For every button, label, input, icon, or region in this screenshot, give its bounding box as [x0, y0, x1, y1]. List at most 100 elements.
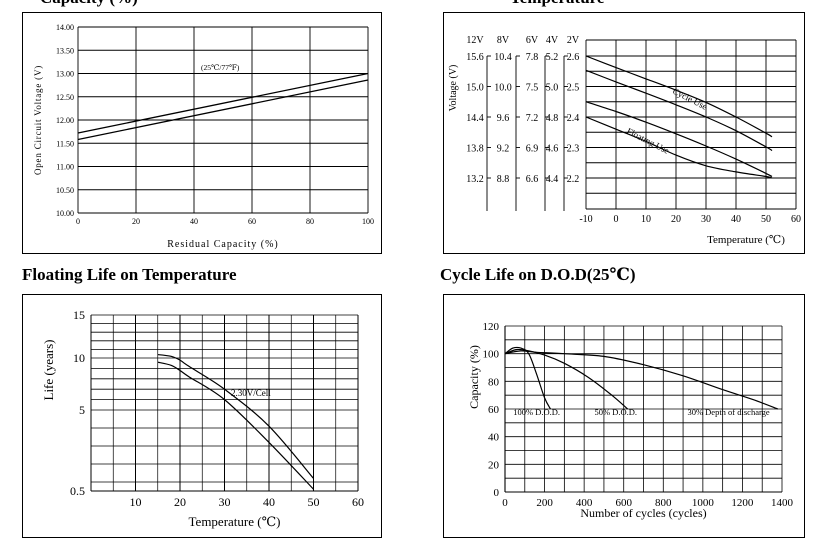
voltage-tick-label: 2.2	[567, 174, 580, 185]
cycle-life-series-line	[504, 346, 552, 410]
temperature-annotation: (25℃/77℉)	[201, 63, 240, 72]
x-tick-label: 400	[576, 497, 593, 509]
cycle-life-series-line	[504, 350, 779, 410]
y-axis-label: Voltage (V)	[448, 65, 459, 112]
floating-life-chart: 10 20 30 40 50 60 15 10 5 0.5 Temperature (℃) Life …	[41, 308, 364, 529]
x-tick-label: 20	[671, 214, 681, 225]
x-axis-label: Temperature (℃)	[707, 234, 785, 246]
chart-heading-voltage-temp: Temperature	[510, 0, 604, 8]
x-tick-label: 20	[132, 217, 140, 226]
ocv-series-line	[77, 72, 369, 134]
dod-30-label: 30% Depth of discharge	[687, 407, 769, 417]
voltage-temperature-chart: -10 0 10 20 30 40 50 60 Temperature (℃) Voltage (…	[448, 35, 801, 246]
x-tick-label: 50	[761, 214, 771, 225]
x-tick-label: 50	[308, 495, 320, 509]
x-tick-label: 1200	[731, 497, 754, 509]
y-tick-label: 11.00	[56, 163, 74, 172]
y-tick-label: 100	[483, 349, 500, 361]
y-tick-label: 10.50	[56, 186, 74, 195]
y-tick-label: 120	[483, 321, 500, 333]
voltage-series-line	[585, 69, 773, 152]
x-tick-label: -10	[579, 214, 592, 225]
chart-heading-floating-life: Floating Life on Temperature	[22, 265, 237, 284]
voltage-tick-label: 2.4	[567, 113, 580, 124]
y-tick-label: 20	[488, 459, 500, 471]
voltage-tick-label: 13.8	[466, 144, 484, 155]
floating-use-label: Floating Use	[625, 126, 671, 156]
y-axis-label: Life (years)	[41, 340, 56, 401]
dod-100-label: 100% D.O.D.	[513, 407, 560, 417]
voltage-tick-label: 15.6	[466, 52, 484, 63]
x-tick-label: 200	[536, 497, 553, 509]
voltage-tick-label: 2.5	[567, 83, 580, 94]
dod-50-label: 50% D.O.D.	[595, 407, 638, 417]
voltage-tick-label: 4.4	[546, 174, 559, 185]
y-tick-label: 0.5	[70, 484, 85, 498]
y-tick-label: 0	[494, 487, 500, 499]
x-tick-label: 0	[502, 497, 508, 509]
x-tick-label: 20	[174, 495, 186, 509]
y-tick-label: 80	[488, 376, 500, 388]
x-tick-label: 10	[641, 214, 651, 225]
x-tick-label: 40	[190, 217, 198, 226]
voltage-column-header: 8V	[497, 35, 510, 46]
voltage-tick-label: 6.9	[526, 144, 539, 155]
cycle-life-series-line	[504, 348, 629, 410]
voltage-tick-label: 7.2	[526, 113, 539, 124]
y-tick-label: 12.00	[56, 116, 74, 125]
voltage-column-header: 6V	[526, 35, 539, 46]
y-tick-label: 15	[73, 308, 85, 322]
x-tick-label: 40	[731, 214, 741, 225]
chart-heading-cycle-life: Cycle Life on D.O.D(25℃)	[440, 265, 636, 284]
y-tick-label: 14.00	[56, 23, 74, 32]
voltage-tick-label: 7.5	[526, 83, 539, 94]
y-tick-label: 60	[488, 404, 500, 416]
ocv-chart: 0 20 40 60 80 100 10.00 10.50 11.00 11.50 12.00 12.…	[33, 23, 374, 250]
voltage-series-line	[585, 101, 773, 178]
voltage-temp-chart-panel: -10 0 10 20 30 40 50 60 Temperature (℃) Voltage (…	[443, 12, 805, 254]
voltage-tick-label: 5.2	[546, 52, 559, 63]
voltage-column-header: 2V	[567, 35, 580, 46]
voltage-tick-label: 15.0	[466, 83, 484, 94]
y-tick-label: 11.50	[56, 139, 74, 148]
voltage-tick-label: 5.0	[546, 83, 559, 94]
voltage-series-line	[585, 55, 773, 138]
float-voltage-annotation: 2.30V/Cell	[231, 388, 271, 398]
x-tick-label: 60	[248, 217, 256, 226]
floating-life-chart-panel: 10 20 30 40 50 60 15 10 5 0.5 Temperature (℃) Life …	[22, 294, 382, 538]
floating-life-series-line	[157, 354, 314, 479]
voltage-tick-label: 9.2	[497, 144, 510, 155]
voltage-tick-label: 8.8	[497, 174, 510, 185]
y-tick-label: 40	[488, 432, 500, 444]
cycle-life-chart-panel: 0 200 400 600 800 1000 1200 1400 0 20 40 60 80 100 120…	[443, 294, 805, 538]
voltage-tick-label: 4.8	[546, 113, 559, 124]
y-tick-label: 13.00	[56, 70, 74, 79]
voltage-series-line	[585, 116, 773, 179]
x-tick-label: 0	[614, 214, 619, 225]
x-tick-label: 800	[655, 497, 672, 509]
cycle-life-chart: 0 200 400 600 800 1000 1200 1400 0 20 40 60 80 100 120…	[467, 321, 794, 520]
voltage-tick-label: 4.6	[546, 144, 559, 155]
x-tick-label: 60	[791, 214, 801, 225]
voltage-tick-label: 9.6	[497, 113, 510, 124]
voltage-tick-label: 2.6	[567, 52, 580, 63]
voltage-tick-label: 7.8	[526, 52, 539, 63]
y-tick-label: 5	[79, 403, 85, 417]
x-tick-label: 40	[263, 495, 275, 509]
y-tick-label: 12.50	[56, 93, 74, 102]
x-tick-label: 0	[76, 217, 80, 226]
voltage-tick-label: 2.3	[567, 144, 580, 155]
x-tick-label: 1000	[692, 497, 715, 509]
voltage-column-header: 4V	[546, 35, 559, 46]
x-axis-label: Temperature (℃)	[189, 514, 281, 529]
ocv-chart-panel: 0 20 40 60 80 100 10.00 10.50 11.00 11.50 12.00 12.…	[22, 12, 382, 254]
y-axis-label: Open Circuit Voltage (V)	[33, 65, 43, 175]
x-tick-label: 60	[352, 495, 364, 509]
x-tick-label: 10	[130, 495, 142, 509]
x-axis-label: Number of cycles (cycles)	[580, 506, 706, 520]
floating-life-series-line	[157, 361, 314, 490]
y-tick-label: 10.00	[56, 209, 74, 218]
x-tick-label: 30	[219, 495, 231, 509]
x-tick-label: 1400	[771, 497, 794, 509]
x-tick-label: 100	[362, 217, 374, 226]
